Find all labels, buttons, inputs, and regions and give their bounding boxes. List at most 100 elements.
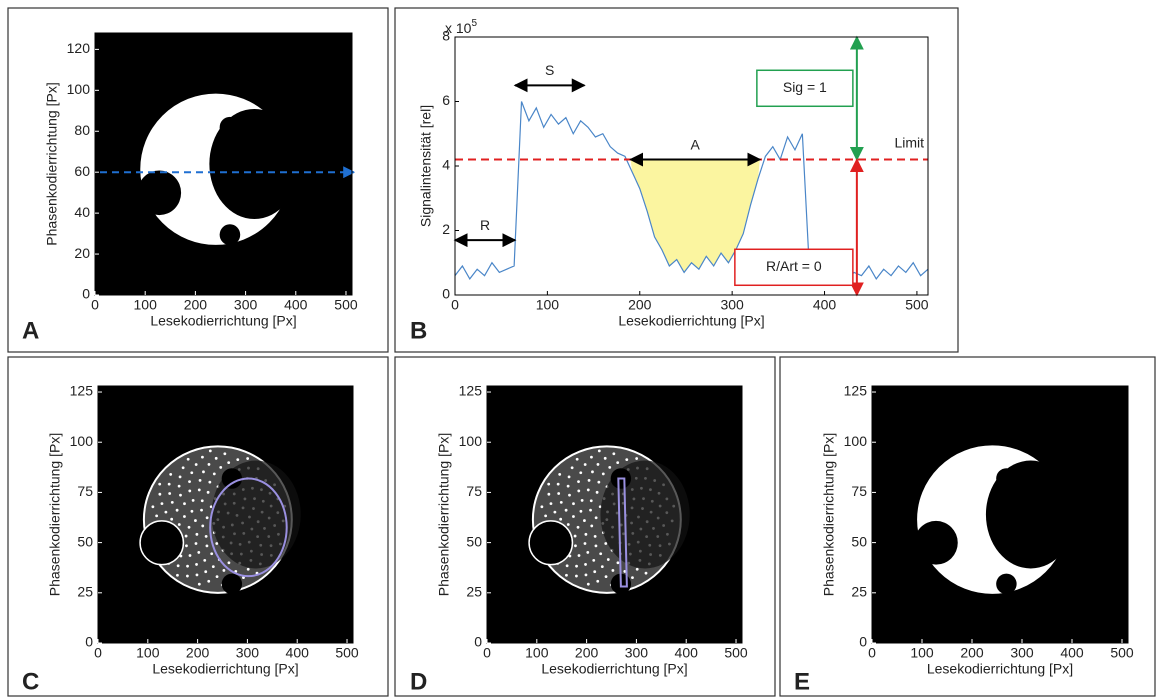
highlight-area [630, 159, 760, 273]
speckle [215, 575, 219, 579]
y-tick-label: 100 [70, 433, 94, 449]
y-tick-label: 0 [442, 286, 450, 302]
marker-hole [221, 573, 243, 595]
speckle [594, 516, 598, 520]
y-tick-label: 4 [442, 157, 450, 173]
speckle [644, 571, 648, 575]
speckle [207, 579, 211, 583]
speckle [191, 498, 195, 502]
speckle [215, 542, 219, 545]
x-tick-label: 200 [184, 297, 208, 313]
speckle [177, 484, 181, 488]
x-tick-label: 500 [1110, 645, 1134, 661]
speckle [227, 561, 231, 565]
speckle [568, 493, 571, 497]
speckle [593, 535, 597, 538]
speckle [155, 514, 159, 518]
speckle [593, 570, 597, 574]
speckle [219, 465, 223, 469]
panel-frame [7, 356, 389, 697]
x-tick-label: 300 [236, 645, 260, 661]
speckle [589, 508, 592, 512]
speckle [246, 457, 250, 460]
speckle [565, 573, 568, 577]
speckle [559, 517, 563, 521]
speckle [195, 563, 198, 566]
marker-hole [219, 116, 241, 138]
speckle [625, 458, 629, 462]
x-tick-label: 0 [868, 645, 876, 661]
panel-letter: D [410, 668, 427, 695]
speckle [594, 544, 598, 548]
x-tick-label: 200 [575, 645, 599, 661]
panel-letter: E [794, 668, 810, 695]
hole [914, 520, 958, 565]
speckle [606, 558, 610, 561]
speckle [188, 554, 192, 557]
region-label: S [545, 62, 554, 78]
speckle [212, 472, 216, 476]
speckle [595, 490, 599, 494]
panel-letter: C [22, 668, 39, 695]
y-tick-label: 50 [77, 533, 93, 549]
y-tick-label: 8 [442, 28, 450, 44]
speckle [170, 517, 174, 521]
speckle [635, 457, 639, 460]
speckle [200, 499, 204, 503]
speckle [591, 470, 594, 474]
y-tick-label: 2 [442, 221, 450, 237]
speckle [583, 519, 586, 522]
y-tick-label: 75 [466, 483, 482, 499]
speckle [167, 482, 171, 486]
speckle [200, 508, 203, 512]
speckle [612, 452, 616, 456]
level-label: R/Art = 0 [766, 258, 822, 274]
x-tick-label: 400 [675, 645, 699, 661]
x-tick-label: 500 [335, 645, 359, 661]
speckle [211, 565, 215, 569]
speckle [597, 480, 601, 484]
y-tick-label: 40 [74, 204, 90, 220]
speckle [188, 489, 192, 493]
x-tick-label: 0 [94, 645, 102, 661]
speckle [176, 573, 179, 577]
speckle [197, 488, 201, 492]
panel-letter: A [22, 317, 39, 344]
marker-hole [221, 468, 243, 489]
contour [209, 477, 288, 578]
speckle [176, 564, 180, 568]
y-tick-label: 0 [859, 634, 867, 650]
speckle [599, 552, 603, 556]
speckle [175, 508, 179, 512]
speckle [206, 490, 210, 494]
speckle [601, 472, 605, 476]
speckle [178, 475, 182, 479]
speckle [160, 502, 164, 506]
speckle [558, 473, 562, 476]
speckle [195, 573, 199, 577]
y-axis-label: Phasenkodierrichtung [Px] [821, 433, 837, 596]
y-tick-label: 60 [74, 163, 90, 179]
x-tick-label: 400 [1060, 645, 1084, 661]
speckle [197, 551, 201, 554]
speckle [246, 567, 250, 571]
speckle [575, 457, 579, 461]
hole [139, 520, 185, 566]
marker-hole [996, 468, 1017, 489]
speckle [631, 576, 634, 580]
speckle [544, 514, 548, 518]
speckle [566, 484, 570, 488]
panel-letter: B [410, 317, 427, 344]
speckle [186, 457, 190, 461]
speckle [590, 455, 593, 459]
speckle [177, 523, 181, 526]
level-box [756, 69, 854, 108]
speckle [194, 519, 197, 522]
speckle [222, 569, 226, 572]
speckle [227, 461, 231, 465]
level-label: Sig = 1 [783, 79, 827, 95]
speckle [635, 567, 639, 571]
speckle [573, 534, 577, 538]
region-label: R [480, 217, 490, 233]
y-tick-label: 0 [474, 634, 482, 650]
